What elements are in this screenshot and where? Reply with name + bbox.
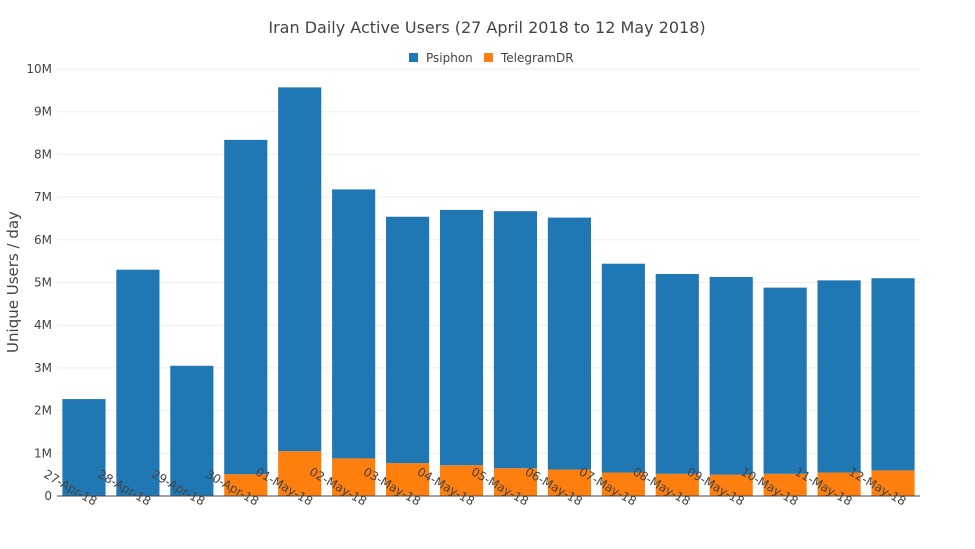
bar-psiphon-12-may-18[interactable] <box>871 278 915 471</box>
legend[interactable]: Psiphon TelegramDR <box>409 51 574 65</box>
y-tick-label: 10M <box>26 62 52 76</box>
bar-telegramdr-07-may-18[interactable] <box>601 472 645 496</box>
bar-psiphon-04-may-18[interactable] <box>439 209 484 466</box>
bar-psiphon-06-may-18[interactable] <box>547 217 591 470</box>
bars <box>62 87 915 496</box>
y-tick-label: 0 <box>44 489 52 503</box>
y-axis-ticks: 0 1M 2M 3M 4M 5M 6M 7M 8M 9M 10M <box>26 62 52 503</box>
bar-telegramdr-11-may-18[interactable] <box>817 472 861 496</box>
bar-psiphon-02-may-18[interactable] <box>332 189 376 459</box>
bar-telegramdr-09-may-18[interactable] <box>709 474 753 496</box>
legend-swatch-psiphon <box>409 53 418 62</box>
y-tick-label: 9M <box>34 105 52 119</box>
bar-psiphon-07-may-18[interactable] <box>601 263 645 473</box>
bar-telegramdr-05-may-18[interactable] <box>493 468 538 496</box>
bar-psiphon-08-may-18[interactable] <box>655 273 699 474</box>
bar-psiphon-29-apr-18[interactable] <box>170 365 214 496</box>
bar-telegramdr-01-may-18[interactable] <box>278 451 322 496</box>
y-tick-label: 6M <box>34 233 52 247</box>
bar-psiphon-01-may-18[interactable] <box>278 87 322 452</box>
bar-telegramdr-12-may-18[interactable] <box>871 470 915 496</box>
y-tick-label: 8M <box>34 147 52 161</box>
chart-title: Iran Daily Active Users (27 April 2018 t… <box>268 18 705 37</box>
y-tick-label: 2M <box>34 404 52 418</box>
legend-label-psiphon: Psiphon <box>426 51 473 65</box>
bar-telegramdr-02-may-18[interactable] <box>332 458 376 496</box>
legend-item-psiphon[interactable]: Psiphon <box>409 51 473 65</box>
bar-telegramdr-08-may-18[interactable] <box>655 473 699 496</box>
bar-psiphon-09-may-18[interactable] <box>709 276 753 475</box>
bar-telegramdr-03-may-18[interactable] <box>386 463 430 496</box>
y-tick-label: 5M <box>34 276 52 290</box>
bar-psiphon-27-apr-18[interactable] <box>62 399 106 496</box>
y-tick-label: 1M <box>34 446 52 460</box>
legend-label-telegramdr: TelegramDR <box>500 51 574 65</box>
bar-psiphon-28-apr-18[interactable] <box>116 269 160 496</box>
y-tick-label: 4M <box>34 318 52 332</box>
bar-psiphon-30-apr-18[interactable] <box>224 139 268 475</box>
bar-psiphon-10-may-18[interactable] <box>763 287 807 474</box>
legend-item-telegramdr[interactable]: TelegramDR <box>484 51 574 65</box>
bar-telegramdr-10-may-18[interactable] <box>763 473 807 496</box>
y-tick-label: 3M <box>34 361 52 375</box>
legend-swatch-telegramdr <box>484 53 493 62</box>
bar-telegramdr-04-may-18[interactable] <box>439 465 484 496</box>
bar-psiphon-05-may-18[interactable] <box>493 211 538 469</box>
bar-telegramdr-30-apr-18[interactable] <box>224 474 268 496</box>
y-tick-label: 7M <box>34 190 52 204</box>
bar-telegramdr-06-may-18[interactable] <box>547 469 591 496</box>
y-axis-label: Unique Users / day <box>4 211 22 353</box>
bar-psiphon-11-may-18[interactable] <box>817 280 861 473</box>
bar-psiphon-03-may-18[interactable] <box>386 216 430 464</box>
